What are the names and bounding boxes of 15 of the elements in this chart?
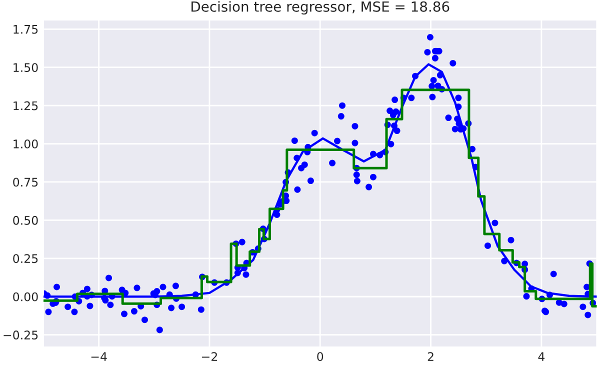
y-tick-label: 1.50 [14, 63, 38, 72]
x-tick-label: 0 [317, 352, 324, 362]
x-tick-label: 4 [538, 352, 545, 361]
y-tick-label: 0.00 [13, 292, 38, 302]
x-tick-label: 2 [428, 352, 434, 361]
y-tick-label: 0.75 [13, 178, 38, 187]
chart-title: Decision tree regressor, MSE = 18.86 [192, 1, 450, 15]
x-tick-label: −4 [91, 352, 107, 361]
y-tick-label: −0.25 [4, 330, 38, 340]
y-tick-label: 1.75 [14, 25, 38, 34]
y-tick-label: 0.50 [13, 216, 38, 225]
y-tick-label: 1.25 [14, 101, 38, 110]
y-tick-label: 1.00 [14, 140, 38, 148]
y-tick-label: 0.25 [13, 254, 38, 264]
x-tick-label: −2 [202, 352, 217, 361]
